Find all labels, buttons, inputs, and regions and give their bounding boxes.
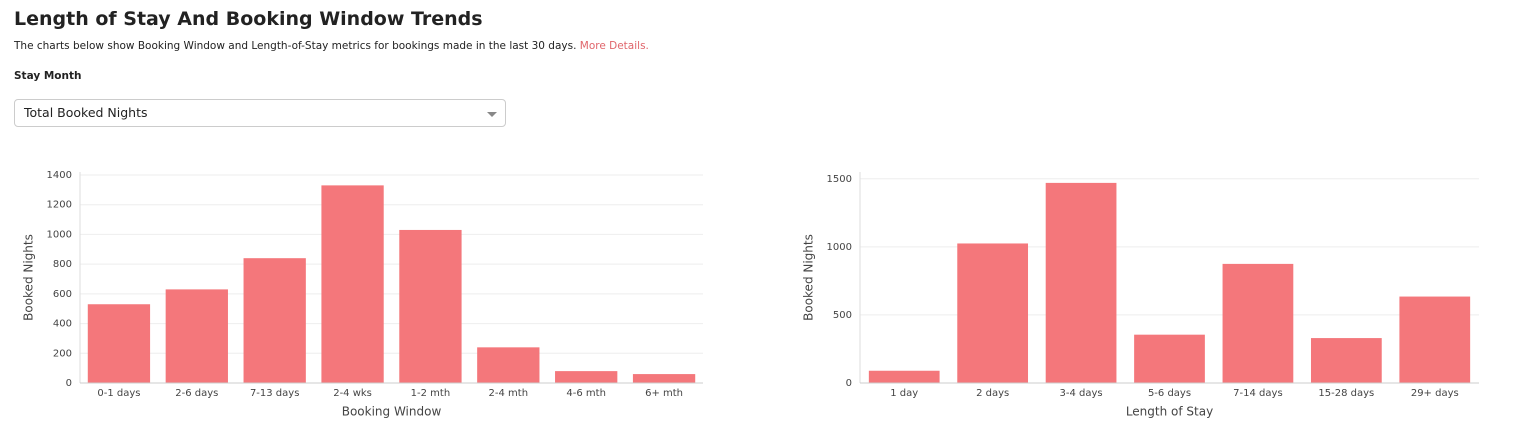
- bar: [165, 289, 228, 383]
- x-tick-label: 2-6 days: [175, 388, 218, 399]
- x-tick-label: 7-14 days: [1233, 388, 1282, 399]
- more-details-link[interactable]: More Details.: [579, 40, 649, 52]
- dropdown-arrow: [487, 112, 497, 117]
- bar: [1045, 182, 1117, 383]
- x-tick-label: 2-4 mth: [489, 388, 529, 399]
- description: The charts below show Booking Window and…: [14, 40, 649, 52]
- filter-label: Stay Month: [14, 70, 82, 82]
- y-tick-label: 800: [53, 259, 72, 270]
- filter-dropdown[interactable]: Total Booked Nights: [14, 99, 506, 127]
- bar: [243, 258, 306, 383]
- y-axis-title: Booked Nights: [802, 234, 816, 321]
- x-tick-label: 7-13 days: [250, 388, 299, 399]
- x-tick-label: 5-6 days: [1148, 388, 1191, 399]
- bar: [1399, 296, 1471, 383]
- y-tick-label: 0: [846, 378, 852, 389]
- y-tick-label: 400: [53, 319, 72, 330]
- x-tick-label: 6+ mth: [645, 388, 683, 399]
- x-axis-title: Booking Window: [342, 405, 442, 419]
- x-tick-label: 1-2 mth: [411, 388, 451, 399]
- y-tick-label: 1500: [827, 174, 852, 185]
- bar: [321, 185, 384, 383]
- x-tick-label: 3-4 days: [1060, 388, 1103, 399]
- bar: [1134, 334, 1205, 383]
- x-tick-label: 2-4 wks: [333, 388, 372, 399]
- x-axis-title: Length of Stay: [1126, 405, 1213, 419]
- description-text: The charts below show Booking Window and…: [14, 40, 577, 52]
- y-axis-title: Booked Nights: [22, 234, 36, 321]
- y-tick-label: 600: [53, 289, 72, 300]
- dropdown-value: Total Booked Nights: [24, 105, 148, 120]
- y-tick-label: 200: [53, 348, 72, 359]
- y-tick-label: 0: [66, 378, 72, 389]
- bar: [1310, 338, 1382, 383]
- bar: [477, 347, 540, 383]
- x-tick-label: 0-1 days: [97, 388, 140, 399]
- x-tick-label: 1 day: [890, 388, 918, 399]
- x-tick-label: 2 days: [976, 388, 1009, 399]
- y-tick-label: 500: [833, 310, 852, 321]
- y-tick-label: 1000: [827, 242, 852, 253]
- bar: [1222, 263, 1294, 383]
- bar: [632, 374, 696, 383]
- bar: [868, 370, 940, 383]
- x-tick-label: 4-6 mth: [566, 388, 606, 399]
- x-tick-label: 15-28 days: [1318, 388, 1374, 399]
- bar: [87, 304, 151, 383]
- y-tick-label: 1000: [47, 229, 72, 240]
- y-tick-label: 1200: [47, 200, 72, 211]
- x-tick-label: 29+ days: [1411, 388, 1459, 399]
- bar: [957, 243, 1029, 383]
- bar: [399, 229, 462, 383]
- bar: [555, 371, 618, 383]
- page-title: Length of Stay And Booking Window Trends: [14, 8, 483, 30]
- y-tick-label: 1400: [47, 170, 72, 181]
